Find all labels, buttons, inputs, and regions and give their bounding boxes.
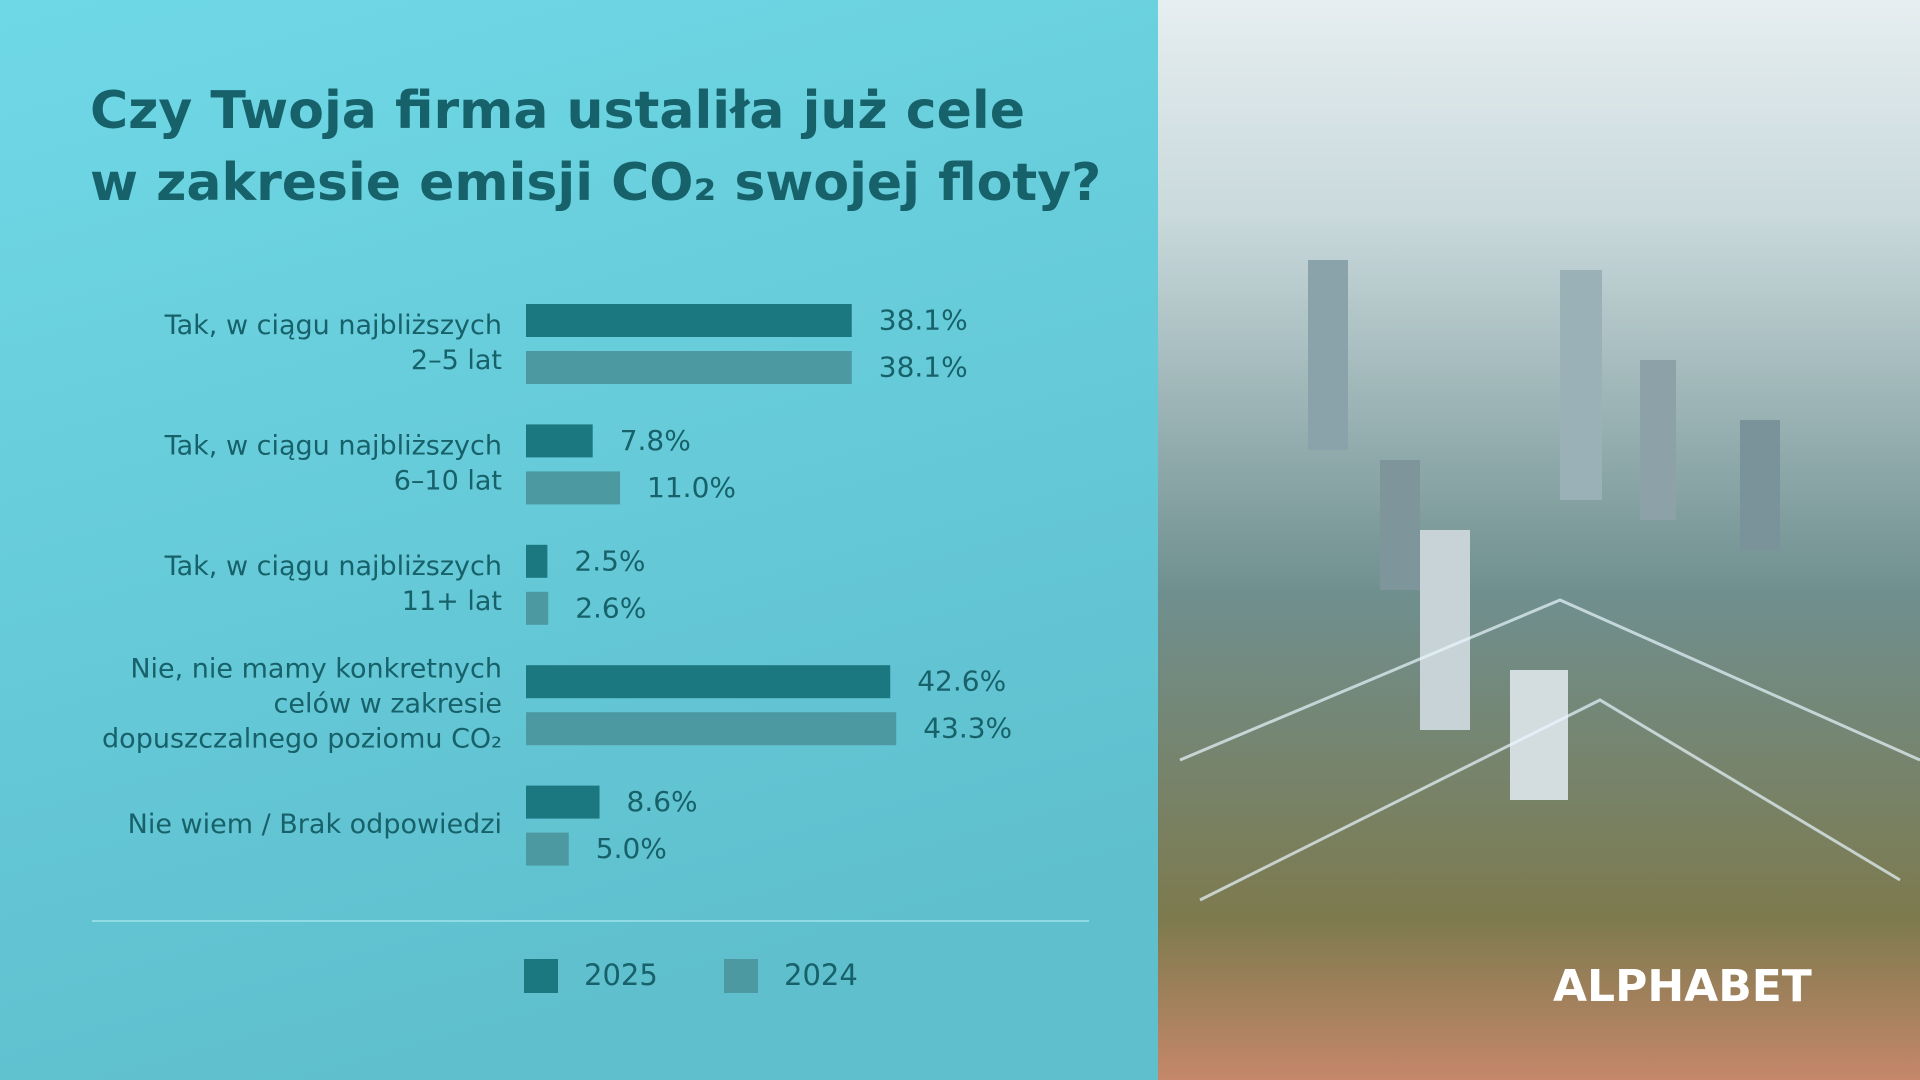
building [1420,530,1470,730]
category-label: Tak, w ciągu najbliższych [164,310,502,341]
bar [526,471,621,505]
category-label: Nie, nie mamy konkretnych [130,654,502,685]
value-label: 43.3% [923,712,1012,745]
photo-panel [1158,0,1920,1080]
value-label: 5.0% [596,832,667,865]
legend-swatch [724,959,758,993]
bar [526,785,600,819]
building [1380,460,1420,590]
bar [526,544,548,578]
photo-background [1158,0,1920,1080]
bar [526,712,897,746]
category-label: Tak, w ciągu najbliższych [164,430,502,461]
bar [526,424,593,458]
value-label: 7.8% [620,424,691,457]
value-label: 38.1% [879,351,968,384]
value-label: 11.0% [647,471,736,504]
legend-label: 2025 [584,958,658,992]
category-label: Tak, w ciągu najbliższych [164,551,502,582]
bar [526,351,852,384]
legend-swatch [524,959,558,993]
building [1308,260,1348,450]
category-label: celów w zakresie [274,689,502,720]
left-panel [0,0,1158,1080]
value-label: 38.1% [879,304,968,337]
value-label: 8.6% [627,785,698,818]
bar [526,665,891,699]
value-label: 2.5% [574,544,645,577]
category-label: 2–5 lat [411,345,502,376]
building [1560,270,1602,500]
value-label: 2.6% [575,591,646,624]
bar [526,832,569,866]
chart-title: Czy Twoja firma ustaliła już cele [90,81,1025,141]
bar [526,304,852,337]
value-label: 42.6% [917,665,1006,698]
bar [526,591,549,625]
category-label: 6–10 lat [394,465,502,496]
category-label: dopuszczalnego poziomu CO₂ [102,724,502,755]
light-lines [1179,598,1920,902]
building [1510,670,1568,800]
category-label: 11+ lat [402,586,502,617]
building [1740,420,1780,550]
category-label: Nie wiem / Brak odpowiedzi [128,809,502,840]
legend-label: 2024 [784,958,858,992]
building [1640,360,1676,520]
brand-logo: ALPHABET [1553,961,1812,1012]
chart-title: w zakresie emisji CO₂ swojej floty? [90,153,1101,213]
